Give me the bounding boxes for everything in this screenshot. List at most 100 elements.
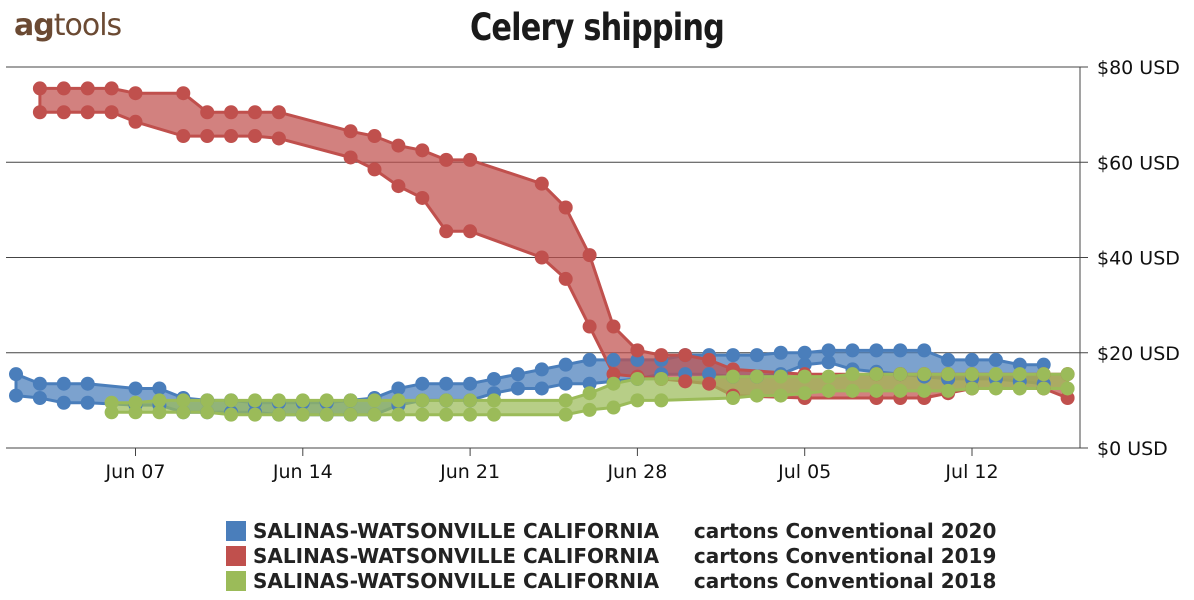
data-point (439, 152, 454, 167)
data-point (463, 393, 478, 408)
data-point (343, 407, 358, 422)
data-point (32, 390, 47, 405)
data-point (534, 176, 549, 191)
data-point (534, 250, 549, 265)
data-point (630, 393, 645, 408)
data-point (845, 367, 860, 382)
data-point (749, 348, 764, 363)
legend-item[interactable]: SALINAS-WATSONVILLE CALIFORNIA cartons C… (226, 543, 996, 568)
data-point (128, 405, 143, 420)
data-point (56, 376, 71, 391)
legend-label: SALINAS-WATSONVILLE CALIFORNIA cartons C… (253, 568, 997, 593)
data-point (463, 152, 478, 167)
data-point (104, 105, 119, 120)
data-point (391, 393, 406, 408)
x-tick-label: Jun 07 (105, 461, 166, 483)
data-point (1036, 381, 1051, 396)
data-point (941, 367, 956, 382)
data-point (582, 352, 597, 367)
data-point (9, 367, 23, 382)
data-point (439, 224, 454, 239)
data-point (367, 393, 382, 408)
data-point (415, 407, 430, 422)
data-point (510, 381, 525, 396)
data-point (32, 81, 47, 96)
x-tick-label: Jul 12 (944, 461, 998, 483)
data-point (176, 86, 191, 101)
x-tick-label: Jun 28 (606, 461, 667, 483)
data-point (271, 393, 286, 408)
data-point (534, 381, 549, 396)
data-point (965, 352, 979, 367)
data-point (893, 383, 908, 398)
legend-label: SALINAS-WATSONVILLE CALIFORNIA cartons C… (253, 543, 997, 568)
data-point (845, 343, 860, 358)
data-point (1012, 367, 1027, 382)
y-tick-label: $60 USD (1097, 152, 1180, 174)
data-point (654, 348, 669, 363)
data-point (343, 150, 358, 165)
data-point (797, 345, 812, 360)
data-point (391, 381, 406, 396)
data-point (558, 407, 573, 422)
data-point (582, 402, 597, 417)
legend-item[interactable]: SALINAS-WATSONVILLE CALIFORNIA cartons C… (226, 518, 996, 543)
data-point (248, 393, 262, 408)
data-point (319, 407, 334, 422)
data-point (200, 105, 215, 120)
data-point (582, 319, 597, 334)
y-tick-label: $40 USD (1097, 248, 1180, 270)
data-point (200, 393, 215, 408)
data-point (869, 383, 884, 398)
data-point (32, 376, 47, 391)
data-point (200, 405, 215, 420)
data-point (606, 376, 621, 391)
data-point (415, 190, 430, 205)
data-point (869, 343, 884, 358)
data-point (176, 405, 191, 420)
data-point (343, 393, 358, 408)
data-point (917, 383, 932, 398)
data-point (630, 371, 645, 386)
data-point (510, 367, 525, 382)
y-tick-label: $0 USD (1097, 438, 1168, 460)
chart-points (9, 81, 1075, 422)
data-point (917, 343, 932, 358)
data-point (988, 352, 1003, 367)
x-tick-label: Jul 05 (777, 461, 831, 483)
data-point (32, 105, 47, 120)
data-point (821, 343, 836, 358)
y-tick-label: $20 USD (1097, 343, 1180, 365)
data-point (224, 407, 239, 422)
data-point (224, 105, 239, 120)
legend-swatch (226, 545, 246, 566)
data-point (821, 355, 836, 370)
data-point (702, 352, 717, 367)
data-point (463, 407, 478, 422)
data-point (200, 129, 215, 144)
data-point (128, 114, 143, 129)
data-point (56, 105, 71, 120)
data-point (56, 81, 71, 96)
data-point (439, 376, 454, 391)
data-point (271, 131, 286, 146)
data-point (773, 369, 788, 384)
data-point (678, 374, 693, 389)
legend-item[interactable]: SALINAS-WATSONVILLE CALIFORNIA cartons C… (226, 568, 996, 593)
data-point (988, 367, 1003, 382)
data-point (558, 376, 573, 391)
data-point (391, 407, 406, 422)
x-tick-label: Jun 21 (439, 461, 500, 483)
data-point (773, 345, 788, 360)
data-point (702, 376, 717, 391)
data-point (391, 138, 406, 153)
data-point (56, 395, 71, 410)
legend-swatch (226, 520, 246, 541)
data-point (797, 386, 812, 401)
data-point (893, 367, 908, 382)
x-tick-label: Jun 14 (272, 461, 333, 483)
data-point (271, 407, 286, 422)
data-point (582, 386, 597, 401)
data-point (558, 393, 573, 408)
